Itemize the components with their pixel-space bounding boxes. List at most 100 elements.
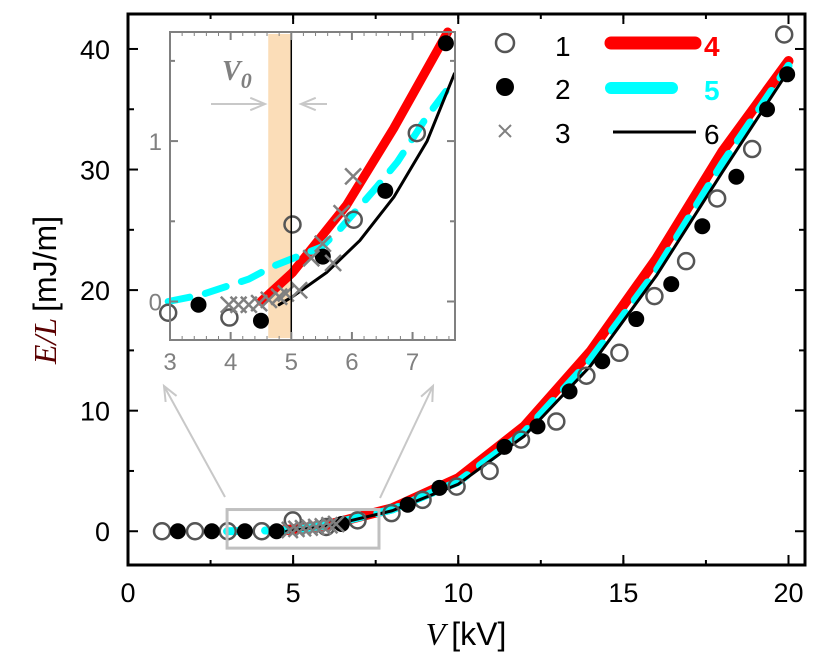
inset-x-tick-label: 4 <box>224 349 237 376</box>
series-2-point <box>314 248 331 265</box>
series-1-point <box>344 210 363 229</box>
series-2-point <box>694 218 711 235</box>
series-3-point <box>302 249 321 268</box>
legend: 1 2 3 4 5 6 <box>494 31 720 150</box>
inset-x-tick-label: 5 <box>285 349 298 376</box>
series-2-point <box>561 383 578 400</box>
zoom-box <box>225 508 381 550</box>
series-3-point <box>259 291 278 309</box>
series-1-point <box>676 251 696 271</box>
series-1-point <box>577 366 596 385</box>
legend-label-6: 6 <box>704 119 720 150</box>
x-axis-label-var: V <box>426 616 449 652</box>
series-1-point <box>742 139 762 159</box>
series-4-line <box>256 27 453 306</box>
y-tick-label: 0 <box>95 517 110 547</box>
legend-marker-filled-circle <box>496 78 514 96</box>
y-tick-label: 40 <box>80 35 110 65</box>
x-tick-label: 20 <box>773 578 803 608</box>
y-tick-label: 30 <box>80 156 110 186</box>
series-1-point <box>348 511 367 530</box>
legend-label-1: 1 <box>555 31 571 62</box>
y-axis-label: E/L [mJ/m] <box>27 216 63 365</box>
series-3-point <box>324 254 343 272</box>
v0-arrow-right-head <box>249 96 268 112</box>
series-1-point <box>382 503 401 523</box>
series-1-point <box>413 490 432 510</box>
x-tick-label: 15 <box>608 578 638 608</box>
legend-marker-cross <box>498 124 512 138</box>
series-1-point <box>407 123 427 143</box>
inset-y-tick-label: 1 <box>149 129 162 156</box>
inset-x-tick-label: 3 <box>163 349 176 376</box>
series-3-point <box>250 294 269 312</box>
series-2-point <box>399 496 416 513</box>
series-2-point <box>169 523 186 540</box>
series-2-point <box>190 296 207 313</box>
series-1-point <box>220 308 239 327</box>
series-1-point <box>185 521 205 541</box>
legend-label-3: 3 <box>555 118 571 149</box>
series-1-point <box>610 343 629 363</box>
legend-marker-open-circle <box>494 32 516 54</box>
y-tick-label: 10 <box>80 397 110 427</box>
inset-x-tick-label: 7 <box>406 349 419 376</box>
series-3-point <box>290 281 309 300</box>
inset-frame <box>169 31 456 341</box>
series-2-point <box>252 312 269 329</box>
series-2-point <box>377 182 394 199</box>
x-axis-label: V [kV] <box>426 616 507 652</box>
x-axis-label-unit: [kV] <box>451 616 506 652</box>
series-2-point <box>728 168 745 185</box>
series-2-point <box>203 523 220 540</box>
zoom-arrow-right <box>379 385 434 499</box>
legend-label-2: 2 <box>555 74 571 105</box>
series-2-point <box>333 516 350 533</box>
series-1-point <box>480 461 499 481</box>
series-2-point <box>779 66 796 83</box>
series-1-point <box>707 189 727 208</box>
zoom-arrow-left <box>163 385 226 498</box>
series-2-point <box>529 418 546 435</box>
inset-y-tick-label: 0 <box>149 290 162 317</box>
series-2-point <box>663 276 680 293</box>
legend-label-4: 4 <box>704 31 720 62</box>
y-tick-label: 20 <box>80 276 110 306</box>
series-1-point <box>774 25 794 44</box>
series-2-point <box>496 438 513 455</box>
series-1-point <box>511 430 531 449</box>
series-1-point <box>645 286 664 306</box>
series-2-point <box>236 523 253 540</box>
zoom-arrow-right-head <box>420 383 435 403</box>
series-3-point <box>344 167 363 186</box>
v0-arrow-left-head <box>298 96 317 112</box>
series-2-point <box>437 35 454 52</box>
series-1-point <box>447 477 466 496</box>
series-1-point <box>547 412 566 431</box>
series-1-point <box>283 215 302 234</box>
series-3-point <box>332 204 351 223</box>
series-3-point <box>313 234 332 253</box>
series-3-point <box>320 516 339 535</box>
y-axis-label-var: E/L <box>27 318 63 365</box>
x-tick-label: 10 <box>443 578 473 608</box>
main-plot-area <box>152 25 796 541</box>
legend-label-5: 5 <box>704 75 720 106</box>
zoom-arrow-left-head <box>162 383 178 403</box>
series-3-point <box>327 515 345 533</box>
inset-x-tick-label: 6 <box>345 349 358 376</box>
v0-annotation: V0 <box>222 56 252 93</box>
series-2-point <box>628 311 645 328</box>
series-2-point <box>431 479 448 496</box>
series-2-point <box>268 523 285 540</box>
x-tick-label: 5 <box>286 578 301 608</box>
series-1-point <box>158 303 178 322</box>
series-2-point <box>759 101 776 118</box>
v0-annotation-sub: 0 <box>241 68 252 93</box>
series-2-point <box>594 353 611 370</box>
v0-annotation-v: V <box>222 56 243 87</box>
series-1-point <box>152 521 172 541</box>
